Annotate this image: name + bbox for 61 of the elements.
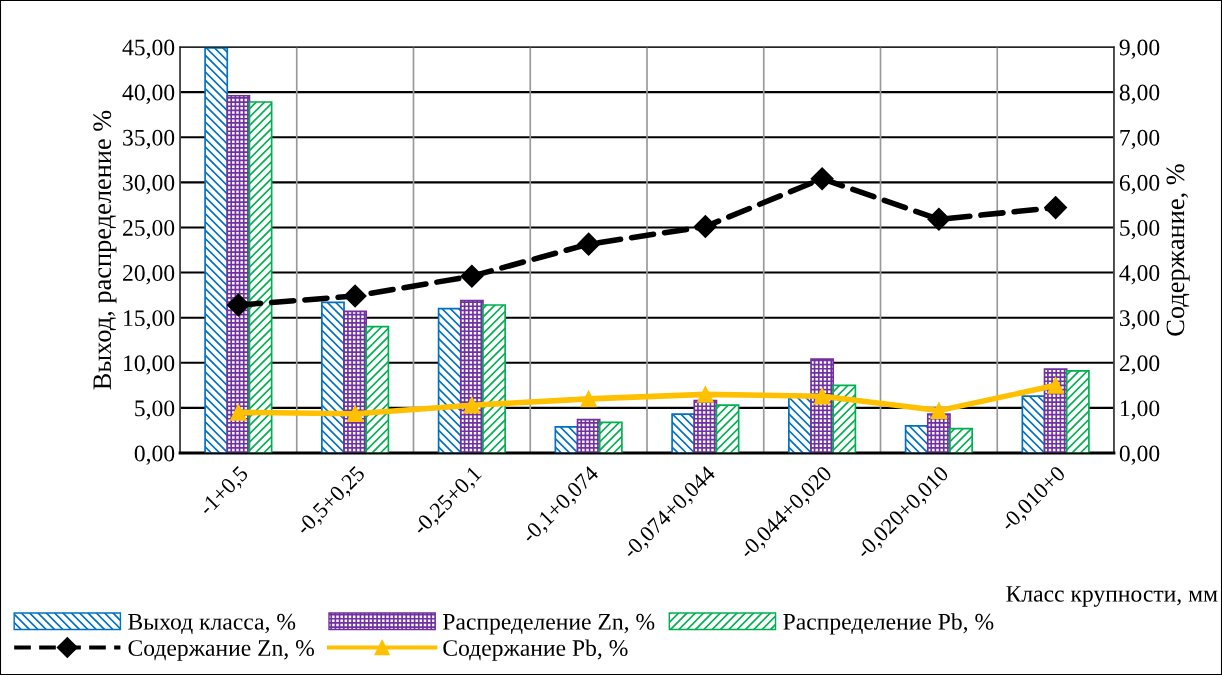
bar	[598, 421, 623, 453]
bar	[321, 301, 345, 453]
y-tick-label: 20,00	[123, 265, 175, 285]
point	[230, 404, 247, 421]
point	[693, 215, 717, 239]
y-tick-label: 0,00	[134, 445, 175, 465]
bar	[365, 325, 390, 453]
bar	[693, 399, 718, 453]
y2-tick-label: 9,00	[1119, 39, 1160, 59]
point	[697, 386, 714, 403]
point	[463, 396, 481, 414]
point	[346, 405, 364, 423]
y2-axis-title: Содержание, %	[1166, 164, 1190, 336]
point	[1044, 196, 1068, 220]
point	[813, 387, 831, 405]
bar	[204, 47, 229, 453]
legend-label: Содержание Zn, %	[128, 640, 315, 661]
y-tick-label: 35,00	[123, 129, 175, 150]
bar	[1065, 370, 1090, 453]
bar	[949, 427, 973, 453]
point	[930, 402, 948, 419]
y-tick-label: 40,00	[122, 84, 175, 104]
y2-tick-label: 4,00	[1119, 265, 1160, 285]
y2-tick-label: 2,00	[1119, 355, 1160, 375]
bar	[343, 310, 368, 453]
legend-label: Распределение Zn, %	[443, 613, 655, 635]
y-tick-label: 15,00	[124, 310, 175, 330]
bar	[904, 425, 929, 453]
point	[810, 167, 834, 191]
y2-tick-label: 3,00	[1119, 310, 1160, 330]
y2-tick-label: 8,00	[1119, 84, 1160, 104]
y-axis-title: Выход, распределение %	[93, 110, 117, 390]
point	[927, 207, 951, 231]
y-tick-label: 25,00	[123, 219, 175, 240]
y-tick-label: 30,00	[123, 174, 175, 195]
point	[1047, 376, 1064, 394]
point	[226, 293, 250, 317]
x-axis-title: Класс крупности, мм	[1006, 586, 1218, 607]
y-tick-label: 45,00	[122, 39, 175, 59]
point	[580, 390, 597, 408]
bar	[226, 94, 251, 453]
y2-tick-label: 0,00	[1119, 445, 1160, 465]
legend-label: Распределение Pb, %	[783, 613, 994, 635]
bar	[671, 413, 696, 453]
bar	[576, 418, 601, 453]
y2-tick-label: 1,00	[1120, 400, 1160, 420]
legend-label: Выход класса, %	[128, 613, 296, 635]
y-tick-label: 5,00	[135, 400, 175, 420]
y2-tick-label: 5,00	[1120, 219, 1160, 240]
point	[460, 264, 484, 288]
bar	[248, 101, 273, 453]
y-tick-label: 10,00	[124, 355, 175, 375]
legend-label: Содержание Pb, %	[443, 639, 628, 661]
bar	[832, 384, 857, 453]
point	[577, 232, 601, 256]
bar	[482, 304, 506, 453]
bar	[1021, 395, 1046, 453]
point	[343, 284, 367, 308]
bar	[715, 404, 740, 453]
y2-tick-label: 6,00	[1119, 174, 1160, 195]
y2-tick-label: 7,00	[1120, 129, 1160, 150]
